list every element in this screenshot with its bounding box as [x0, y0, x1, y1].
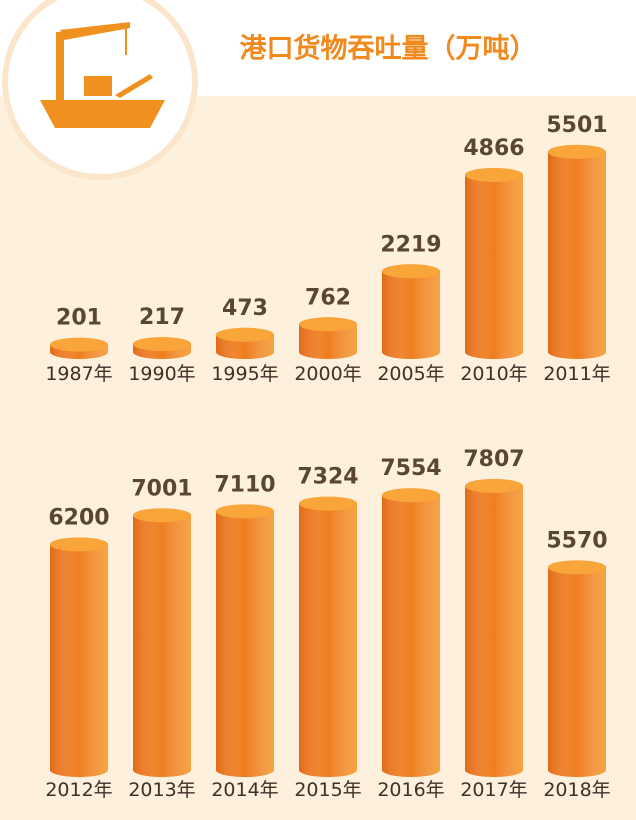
value-label: 2219	[380, 232, 441, 257]
bar-shade	[382, 495, 440, 777]
bar-shade	[548, 567, 606, 777]
title: 港口货物吞吐量（万吨）	[240, 33, 537, 65]
bar-top-light	[50, 337, 108, 352]
bar-top-light	[382, 264, 440, 279]
value-label: 7001	[131, 476, 192, 501]
category-label: 2015年	[294, 779, 361, 801]
value-label: 7807	[463, 447, 524, 472]
bar-top-light	[548, 560, 606, 575]
value-label: 217	[139, 305, 185, 330]
value-label: 201	[56, 306, 102, 331]
category-label: 2018年	[543, 779, 610, 801]
ship-icon	[40, 22, 165, 128]
category-label: 1990年	[128, 363, 195, 385]
bar-shade	[299, 324, 357, 359]
value-label: 762	[305, 285, 351, 310]
bar-shade	[465, 174, 523, 359]
value-label: 7554	[380, 456, 441, 481]
value-label: 4866	[463, 136, 524, 161]
bar-shade	[382, 271, 440, 359]
bar-top-light	[548, 144, 606, 159]
category-label: 2000年	[294, 363, 361, 385]
bar-top-light	[465, 167, 523, 182]
bar-top-light	[299, 496, 357, 511]
value-label: 5570	[546, 528, 607, 553]
bar-top-light	[465, 479, 523, 493]
bar-shade	[133, 515, 191, 777]
category-label: 2010年	[460, 363, 527, 385]
category-label: 2013年	[128, 779, 195, 801]
bar-shade	[216, 511, 274, 777]
bar-top-light	[216, 504, 274, 519]
bar-shade	[465, 486, 523, 777]
category-label: 1995年	[211, 363, 278, 385]
category-label: 2005年	[377, 363, 444, 385]
value-label: 6200	[48, 505, 109, 530]
value-label: 473	[222, 296, 268, 321]
bar-shade	[50, 544, 108, 777]
bar-top-light	[133, 337, 191, 352]
category-label: 2011年	[543, 363, 610, 385]
value-label: 5501	[546, 113, 607, 138]
category-label: 2016年	[377, 779, 444, 801]
bar-top-light	[133, 508, 191, 523]
bar-shade	[548, 151, 606, 359]
bar-top-light	[299, 317, 357, 332]
bar-top-light	[216, 327, 274, 342]
value-label: 7110	[214, 472, 275, 497]
category-label: 2014年	[211, 779, 278, 801]
category-label: 1987年	[45, 363, 112, 385]
category-label: 2012年	[45, 779, 112, 801]
bar-top-light	[50, 537, 108, 552]
value-label: 7324	[297, 465, 358, 490]
bar-top-light	[382, 488, 440, 503]
category-label: 2017年	[460, 779, 527, 801]
bar-shade	[299, 503, 357, 777]
